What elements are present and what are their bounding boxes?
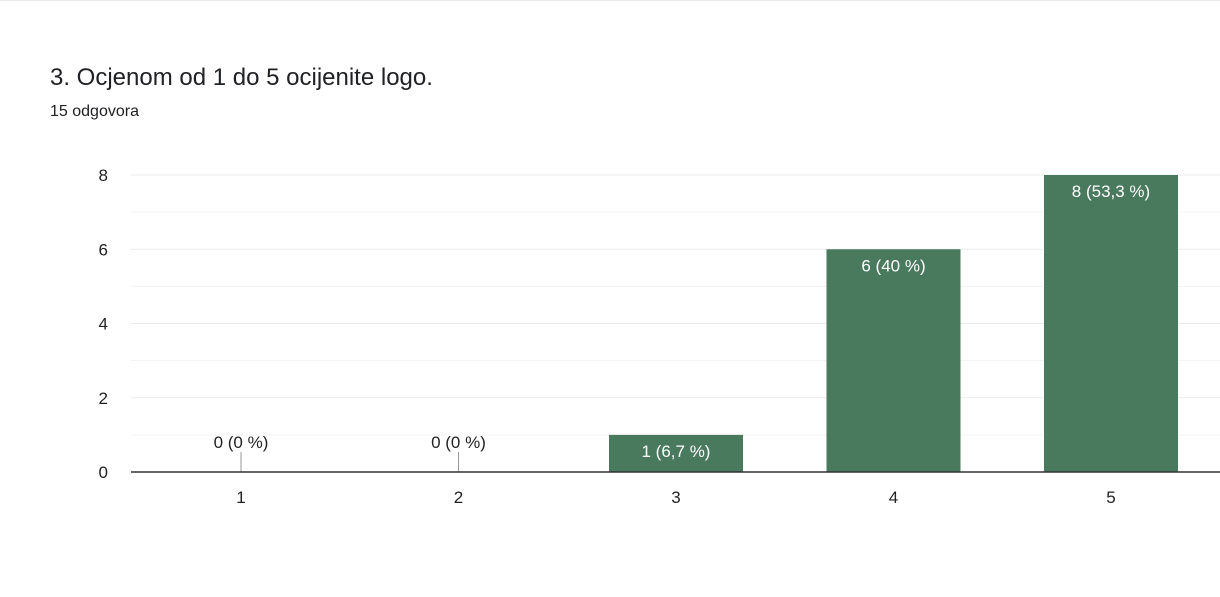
data-label: 1 (6,7 %) — [642, 442, 711, 461]
y-tick-label: 8 — [99, 166, 108, 185]
x-tick-label: 5 — [1106, 488, 1115, 507]
bar — [826, 249, 961, 472]
bar — [1044, 175, 1178, 472]
data-label: 6 (40 %) — [861, 256, 925, 275]
data-label: 8 (53,3 %) — [1072, 182, 1150, 201]
y-tick-label: 4 — [99, 315, 108, 334]
y-tick-label: 2 — [99, 389, 108, 408]
y-tick-label: 0 — [99, 463, 108, 482]
x-tick-label: 3 — [671, 488, 680, 507]
data-label: 0 (0 %) — [214, 433, 269, 452]
question-title: 3. Ocjenom od 1 do 5 ocijenite logo. — [50, 64, 433, 91]
top-divider — [0, 0, 1220, 1]
response-count: 15 odgovora — [50, 103, 139, 120]
y-tick-label: 6 — [99, 240, 108, 259]
data-label: 0 (0 %) — [431, 433, 486, 452]
x-tick-label: 2 — [454, 488, 463, 507]
x-tick-label: 1 — [236, 488, 245, 507]
bar — [609, 434, 743, 472]
x-tick-label: 4 — [889, 488, 898, 507]
